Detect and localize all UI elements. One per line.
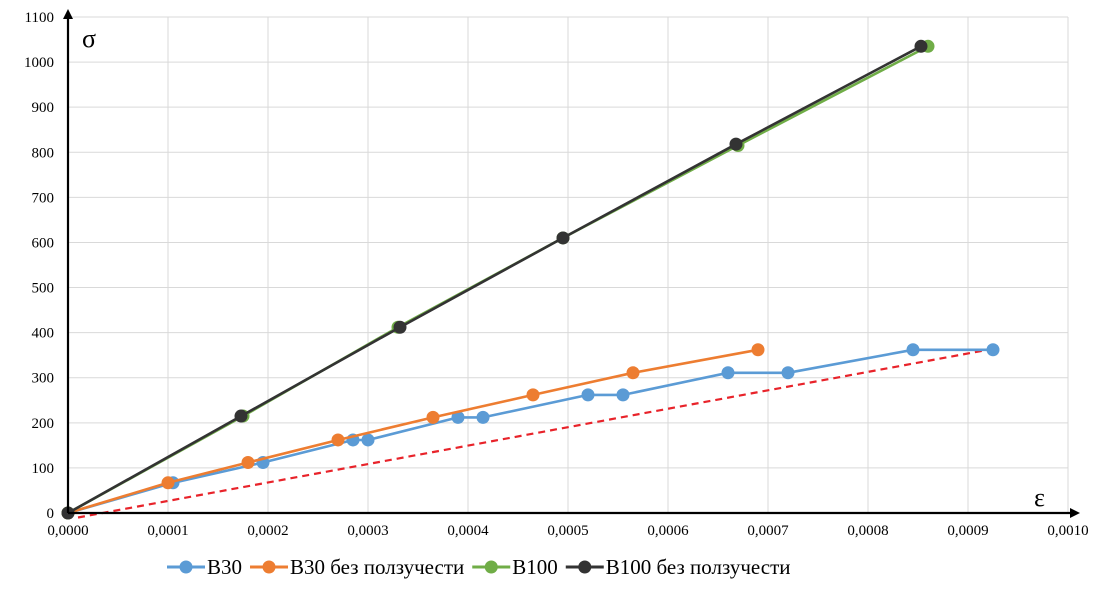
data-point <box>751 343 765 357</box>
y-tick-label: 200 <box>32 416 55 432</box>
data-point <box>476 410 490 424</box>
x-tick-label: 0,0000 <box>47 523 88 539</box>
series-line <box>67 45 929 515</box>
y-tick-label: 0 <box>47 506 55 522</box>
legend-swatch-marker <box>179 560 193 574</box>
x-axis-label: ε <box>1034 483 1045 512</box>
series-line <box>67 348 759 515</box>
data-point <box>451 410 465 424</box>
y-tick-label: 800 <box>32 145 55 161</box>
legend-swatch-marker <box>578 560 592 574</box>
data-point <box>241 455 255 469</box>
legend-item-0: B30 <box>167 555 242 579</box>
data-point <box>556 231 570 245</box>
legend-label: B100 <box>512 555 558 579</box>
y-tick-label: 600 <box>32 235 55 251</box>
x-tick-label: 0,0001 <box>147 523 188 539</box>
y-tick-label: 400 <box>32 326 55 342</box>
legend-swatch-marker <box>484 560 498 574</box>
x-tick-label: 0,0006 <box>647 523 689 539</box>
data-point <box>161 476 175 490</box>
legend: B30 B30 без ползучести B100 B100 без ползуч… <box>167 555 791 579</box>
grid-lines <box>68 16 1069 513</box>
y-axis-label: σ <box>82 24 96 53</box>
x-tick-label: 0,0009 <box>947 523 988 539</box>
y-tick-label: 100 <box>32 461 55 477</box>
legend-label: B100 без ползучести <box>606 555 791 579</box>
series-0 <box>61 343 1000 520</box>
legend-label: B30 без ползучести <box>290 555 464 579</box>
legend-item-2: B100 <box>472 555 558 579</box>
data-point <box>234 409 248 423</box>
data-point <box>626 366 640 380</box>
data-point <box>914 39 928 53</box>
data-point <box>361 433 375 447</box>
data-point <box>906 343 920 357</box>
series-line <box>67 348 993 515</box>
x-tick-label: 0,0002 <box>247 523 288 539</box>
y-tick-label: 500 <box>32 281 55 297</box>
data-point <box>526 388 540 402</box>
series-1 <box>61 343 765 520</box>
series-2 <box>61 39 935 520</box>
data-point <box>721 366 735 380</box>
x-tick-label: 0,0010 <box>1047 523 1088 539</box>
legend-item-1: B30 без ползучести <box>250 555 464 579</box>
data-point <box>729 137 743 151</box>
y-tick-label: 900 <box>32 100 55 116</box>
series-3 <box>61 39 928 520</box>
x-tick-label: 0,0003 <box>347 523 388 539</box>
data-point <box>581 388 595 402</box>
series-layer <box>61 39 1000 520</box>
legend-swatch-marker <box>262 560 276 574</box>
data-point <box>426 410 440 424</box>
data-point <box>986 343 1000 357</box>
x-tick-label: 0,0008 <box>847 523 888 539</box>
reference-dashed-line <box>77 348 989 519</box>
data-point <box>393 320 407 334</box>
y-tick-label: 700 <box>32 190 55 206</box>
data-point <box>616 388 630 402</box>
x-tick-label: 0,0007 <box>747 523 789 539</box>
series-line <box>67 45 922 515</box>
x-tick-label: 0,0004 <box>447 523 489 539</box>
legend-label: B30 <box>207 555 242 579</box>
y-tick-label: 1100 <box>25 10 54 26</box>
x-tick-label: 0,0005 <box>547 523 588 539</box>
data-point <box>781 366 795 380</box>
data-point <box>331 433 345 447</box>
tick-labels: 0,0000 0,0001 0,0002 0,0003 0,0004 0,0005 0,00… <box>24 10 1089 539</box>
axes: σε <box>63 9 1080 518</box>
y-tick-label: 1000 <box>24 55 54 71</box>
y-tick-label: 300 <box>32 371 55 387</box>
legend-item-3: B100 без ползучести <box>565 555 791 579</box>
